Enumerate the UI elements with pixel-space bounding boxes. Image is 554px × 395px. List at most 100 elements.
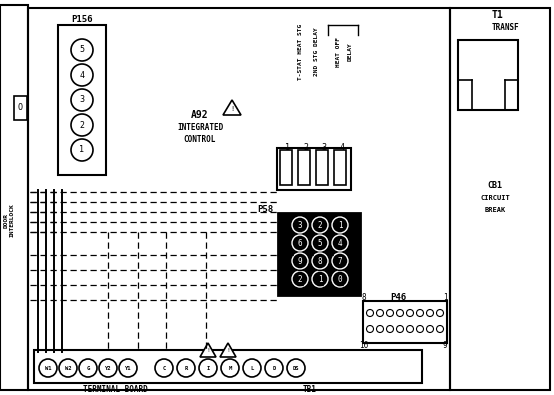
Text: TRANSF: TRANSF (491, 23, 519, 32)
Text: HEAT OFF: HEAT OFF (336, 37, 341, 67)
Text: P58: P58 (257, 205, 273, 214)
Text: !: ! (226, 348, 230, 354)
Text: 0: 0 (338, 275, 342, 284)
Text: DOOR
INTERLOCK: DOOR INTERLOCK (3, 203, 14, 237)
Circle shape (221, 359, 239, 377)
Text: 2: 2 (80, 120, 85, 130)
Text: L: L (250, 365, 254, 371)
Bar (458, 40, 518, 110)
Text: !: ! (230, 106, 234, 112)
Text: I: I (207, 365, 209, 371)
Bar (58, 25, 106, 175)
Polygon shape (200, 343, 216, 357)
Circle shape (177, 359, 195, 377)
Circle shape (292, 253, 308, 269)
Bar (316, 150, 328, 185)
Text: T1: T1 (491, 10, 503, 20)
Text: DELAY: DELAY (348, 43, 353, 61)
Text: A92: A92 (191, 110, 209, 120)
Text: CONTROL: CONTROL (184, 135, 216, 145)
Text: O: O (18, 102, 23, 111)
Text: BREAK: BREAK (484, 207, 506, 213)
Circle shape (367, 325, 373, 333)
Circle shape (119, 359, 137, 377)
Polygon shape (220, 343, 236, 357)
Circle shape (427, 310, 433, 316)
Circle shape (437, 310, 444, 316)
Text: TB1: TB1 (303, 386, 317, 395)
Bar (278, 213, 360, 295)
Circle shape (71, 64, 93, 86)
Circle shape (312, 235, 328, 251)
Text: 7: 7 (338, 256, 342, 265)
Circle shape (427, 325, 433, 333)
Circle shape (71, 89, 93, 111)
Circle shape (99, 359, 117, 377)
Circle shape (397, 325, 403, 333)
Circle shape (71, 39, 93, 61)
Text: P156: P156 (71, 15, 93, 24)
Text: CB1: CB1 (488, 181, 502, 190)
Text: 8: 8 (362, 293, 366, 303)
Circle shape (407, 325, 413, 333)
Text: !: ! (206, 348, 210, 354)
Text: 4: 4 (340, 143, 345, 152)
Bar (277, 148, 351, 190)
Bar (363, 301, 447, 343)
Text: 4: 4 (80, 70, 85, 79)
Text: Y1: Y1 (125, 365, 131, 371)
Circle shape (71, 114, 93, 136)
Bar (14, 96, 27, 120)
Text: CIRCUIT: CIRCUIT (480, 195, 510, 201)
Bar (334, 150, 346, 185)
Bar (28, 8, 450, 390)
Text: 8: 8 (317, 256, 322, 265)
Text: 6: 6 (297, 239, 302, 248)
Circle shape (79, 359, 97, 377)
Circle shape (71, 139, 93, 161)
Text: 16: 16 (360, 340, 368, 350)
Text: 9: 9 (443, 340, 447, 350)
Circle shape (377, 310, 383, 316)
Text: 5: 5 (317, 239, 322, 248)
Text: 1: 1 (285, 143, 290, 152)
Text: T-STAT HEAT STG: T-STAT HEAT STG (298, 24, 303, 80)
Text: 1: 1 (317, 275, 322, 284)
Circle shape (417, 310, 423, 316)
Circle shape (265, 359, 283, 377)
Text: 2: 2 (297, 275, 302, 284)
Circle shape (417, 325, 423, 333)
Text: Y2: Y2 (105, 365, 111, 371)
Circle shape (332, 235, 348, 251)
Text: TERMINAL BOARD: TERMINAL BOARD (83, 386, 147, 395)
Text: W1: W1 (45, 365, 52, 371)
Bar (34, 350, 422, 383)
Bar (298, 150, 310, 185)
Circle shape (292, 271, 308, 287)
Circle shape (59, 359, 77, 377)
Text: INTEGRATED: INTEGRATED (177, 124, 223, 132)
Circle shape (155, 359, 173, 377)
Text: 1: 1 (338, 220, 342, 229)
Text: 4: 4 (338, 239, 342, 248)
Circle shape (39, 359, 57, 377)
Text: 5: 5 (80, 45, 85, 55)
Circle shape (287, 359, 305, 377)
Bar (0, 5, 28, 390)
Circle shape (377, 325, 383, 333)
Circle shape (437, 325, 444, 333)
Text: 2ND STG DELAY: 2ND STG DELAY (314, 28, 319, 76)
Circle shape (312, 217, 328, 233)
Circle shape (387, 325, 393, 333)
Bar (280, 150, 292, 185)
Text: 3: 3 (321, 143, 326, 152)
Text: 3: 3 (80, 96, 85, 105)
Circle shape (397, 310, 403, 316)
Text: M: M (228, 365, 232, 371)
Circle shape (292, 235, 308, 251)
Text: 9: 9 (297, 256, 302, 265)
Text: C: C (162, 365, 166, 371)
Circle shape (332, 253, 348, 269)
Circle shape (367, 310, 373, 316)
Circle shape (332, 217, 348, 233)
